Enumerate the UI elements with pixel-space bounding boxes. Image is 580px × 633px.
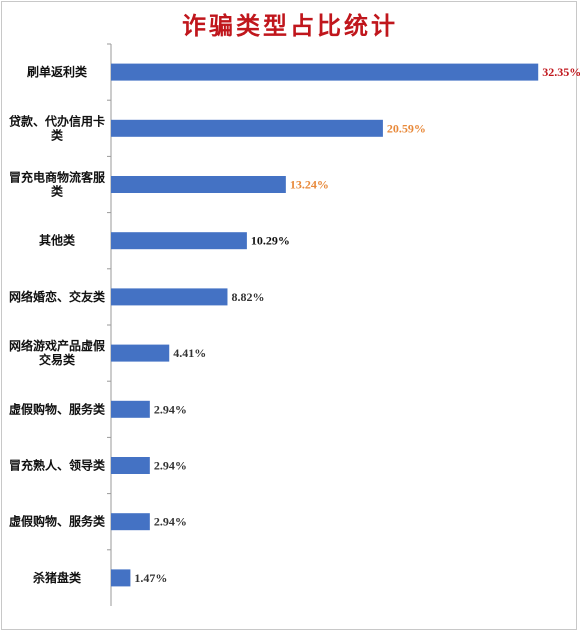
category-label: 虚假购物、服务类 [9, 514, 106, 529]
category-label: 网络游戏产品虚假交易类 [9, 338, 106, 367]
data-label: 2.94% [154, 402, 187, 416]
category-label: 冒充熟人、领导类 [9, 458, 106, 473]
category-label: 贷款、代办信用卡类 [9, 113, 105, 142]
data-label: 4.41% [173, 346, 206, 360]
bar [111, 288, 228, 306]
category-label: 其他类 [39, 233, 76, 248]
data-label: 20.59% [387, 121, 426, 135]
data-label: 10.29% [251, 234, 290, 248]
category-label: 虚假购物、服务类 [9, 401, 106, 416]
bar [111, 569, 131, 587]
category-label: 冒充电商物流客服类 [9, 170, 106, 199]
bar [111, 344, 170, 362]
bar [111, 63, 539, 81]
bar [111, 400, 150, 418]
bar [111, 457, 150, 474]
data-label: 13.24% [290, 178, 329, 192]
data-label: 8.82% [231, 290, 264, 304]
category-label: 杀猪盘类 [33, 570, 82, 585]
data-label: 2.94% [154, 459, 187, 473]
bar [111, 232, 247, 250]
category-label: 刷单返利类 [27, 64, 88, 79]
data-label: 32.35% [542, 65, 580, 79]
bar [111, 513, 150, 531]
category-label: 网络婚恋、交友类 [9, 289, 106, 304]
chart-title: 诈骗类型占比统计 [182, 11, 398, 40]
data-label: 2.94% [154, 515, 187, 529]
bar [111, 119, 383, 137]
data-label: 1.47% [134, 571, 167, 585]
bar [111, 176, 286, 193]
